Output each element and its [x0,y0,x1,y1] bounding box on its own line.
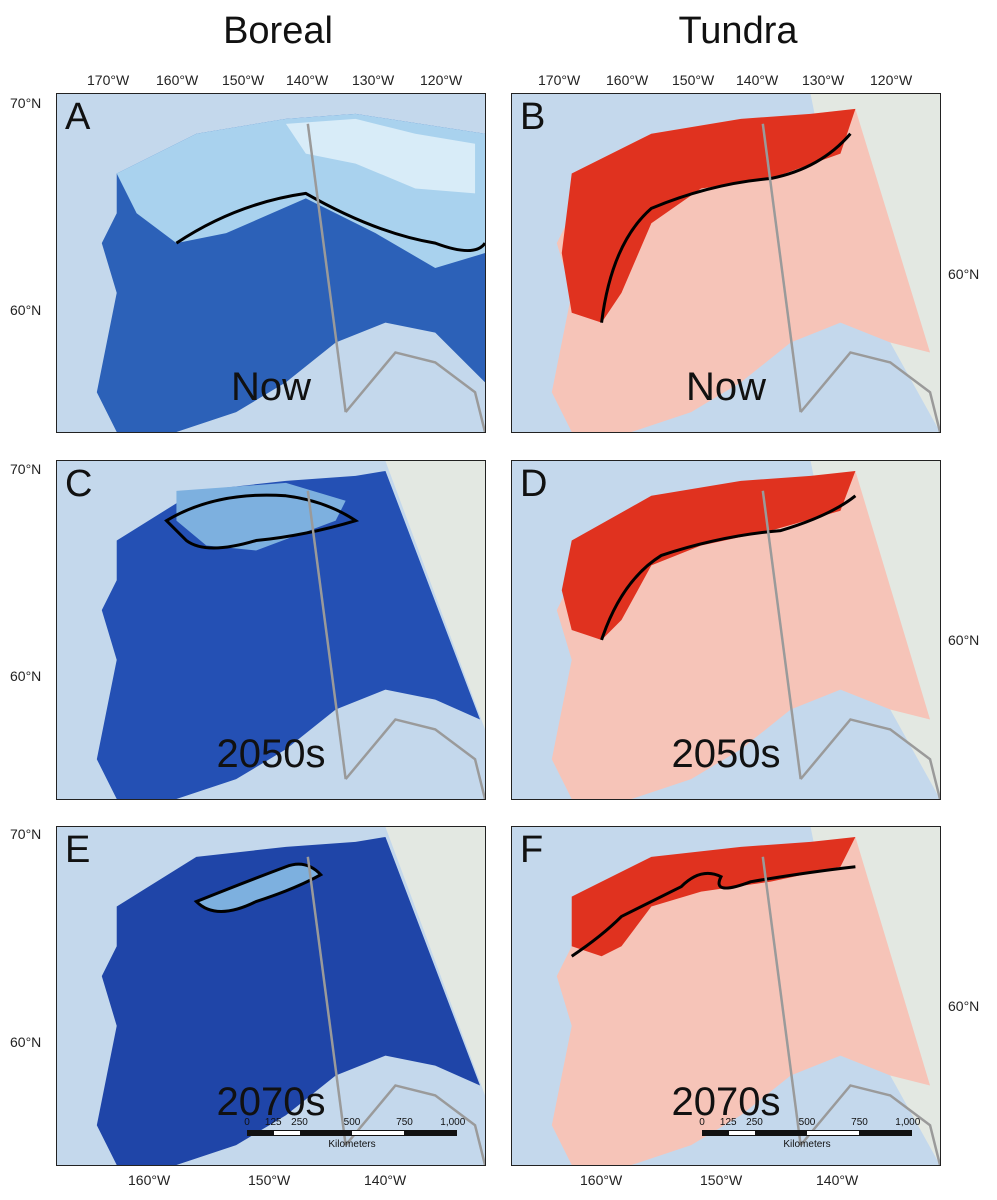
scale-label: 750 [851,1117,868,1128]
lat-tick-60n-right: 60°N [948,998,980,1014]
period-label: 2070s [216,1080,326,1124]
scale-label: 125 [719,1117,737,1128]
lat-tick-60n-right: 60°N [948,632,980,648]
lon-tick: 120°W [870,72,913,88]
scale-label: 750 [396,1117,413,1128]
map-panel-c: C 2050s [56,460,486,800]
tundra-2050s-map [512,461,940,799]
boreal-2050s-map [57,461,485,799]
period-label: 2070s [671,1080,781,1124]
lon-tick: 140°W [286,72,329,88]
lon-tick-bottom: 150°W [248,1172,291,1188]
lon-tick-bottom: 150°W [700,1172,743,1188]
period-label: 2050s [671,732,781,776]
lat-tick-60n: 60°N [10,668,42,684]
panel-letter: E [65,829,91,871]
scale-bar: 0 125 250 500 750 1,000 Kilometers [699,1117,920,1157]
scale-unit: Kilometers [328,1139,376,1150]
period-label: Now [230,365,312,409]
map-panel-f: F 2070s 0 125 250 500 750 1,000 Kilomete… [511,826,941,1166]
lon-tick-bottom: 160°W [580,1172,623,1188]
tundra-column-title: Tundra [678,10,798,52]
scale-unit: Kilometers [783,1139,831,1150]
boreal-column-title: Boreal [223,10,333,52]
lon-tick: 170°W [538,72,581,88]
lat-tick-70n: 70°N [10,95,42,111]
lat-tick-60n: 60°N [10,302,42,318]
scale-label: 250 [291,1117,308,1128]
lon-tick-bottom: 140°W [816,1172,859,1188]
map-panel-d: D 2050s [511,460,941,800]
lon-tick: 140°W [736,72,779,88]
map-panel-e: E 2070s 0 125 250 500 750 1,000 Kilomete… [56,826,486,1166]
panel-letter: D [520,463,548,505]
period-label: 2050s [216,732,326,776]
scale-label: 250 [746,1117,763,1128]
scale-label: 125 [264,1117,282,1128]
lon-tick: 160°W [606,72,649,88]
boreal-2070s-map [57,827,485,1165]
lon-tick: 150°W [222,72,265,88]
panel-letter: B [520,96,546,138]
lon-tick: 130°W [352,72,395,88]
lat-tick-60n: 60°N [10,1034,42,1050]
lon-tick-bottom: 160°W [128,1172,171,1188]
lat-tick-60n-right: 60°N [948,266,980,282]
lat-tick-70n: 70°N [10,461,42,477]
tundra-now-map [512,94,940,432]
period-label: Now [685,365,767,409]
scale-bar: 0 125 250 500 750 1,000 Kilometers [244,1117,465,1157]
panel-letter: A [65,96,91,138]
scale-label: 500 [798,1117,816,1128]
lon-tick-bottom: 140°W [364,1172,407,1188]
lon-tick: 170°W [87,72,130,88]
scale-label: 1,000 [440,1117,466,1128]
scale-label: 500 [343,1117,361,1128]
lon-tick: 120°W [420,72,463,88]
scale-bar-segments [702,1130,912,1136]
boreal-now-map [57,94,485,432]
lon-tick: 130°W [802,72,845,88]
lat-tick-70n: 70°N [10,826,42,842]
lon-tick: 160°W [156,72,199,88]
panel-letter: F [520,829,544,871]
panel-letter: C [65,463,93,505]
map-panel-a: A Now [56,93,486,433]
scale-label: 0 [699,1117,705,1128]
scale-label: 0 [244,1117,250,1128]
map-panel-b: B Now [511,93,941,433]
lon-tick: 150°W [672,72,715,88]
tundra-2070s-map [512,827,940,1165]
scale-bar-segments [247,1130,457,1136]
scale-label: 1,000 [895,1117,921,1128]
